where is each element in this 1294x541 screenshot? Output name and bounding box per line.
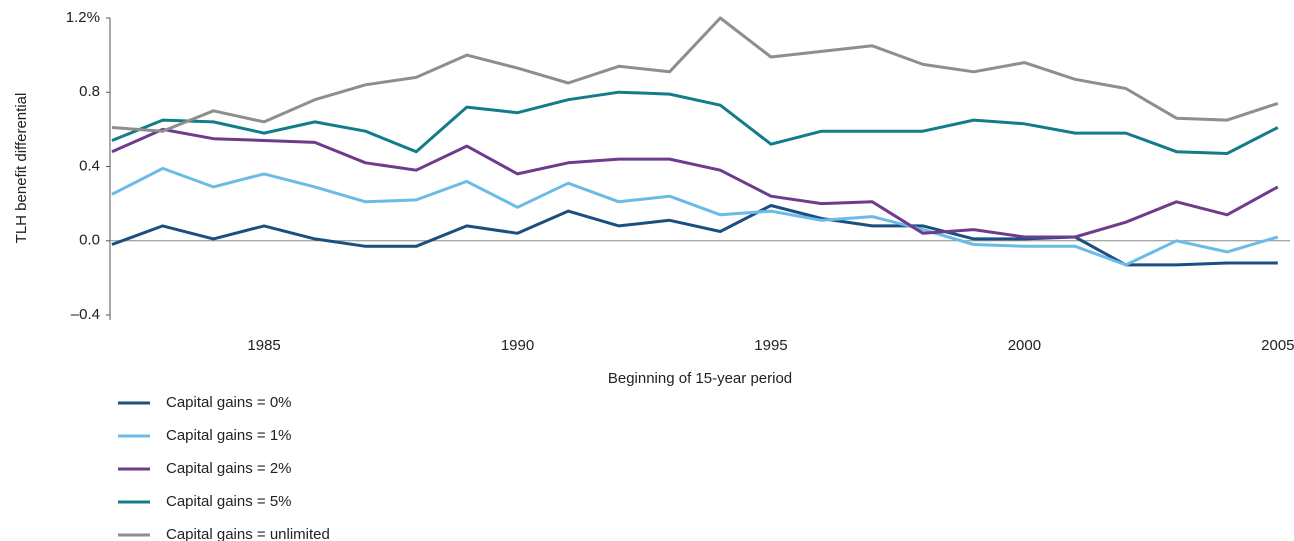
x-tick-label: 2000 (1008, 337, 1041, 354)
y-tick-label: 0.0 (79, 232, 100, 249)
legend-label: Capital gains = 5% (166, 493, 292, 510)
legend-label: Capital gains = 1% (166, 427, 292, 444)
y-tick-label: –0.4 (71, 306, 100, 323)
x-tick-label: 2005 (1261, 337, 1294, 354)
legend-label: Capital gains = unlimited (166, 526, 330, 541)
x-tick-label: 1985 (247, 337, 280, 354)
y-tick-label: 0.8 (79, 83, 100, 100)
x-tick-label: 1990 (501, 337, 534, 354)
series-line (111, 90, 1279, 155)
x-axis-label: Beginning of 15-year period (608, 370, 792, 387)
series-line (111, 166, 1279, 267)
series-line (111, 204, 1278, 267)
legend-label: Capital gains = 2% (166, 460, 292, 477)
x-tick-label: 1995 (754, 337, 787, 354)
series-line (111, 16, 1279, 133)
y-axis-label: TLH benefit differential (13, 93, 30, 244)
legend-label: Capital gains = 0% (166, 394, 292, 411)
y-tick-label: 1.2% (66, 9, 100, 26)
y-tick-label: 0.4 (79, 157, 100, 174)
series-line (111, 127, 1279, 239)
